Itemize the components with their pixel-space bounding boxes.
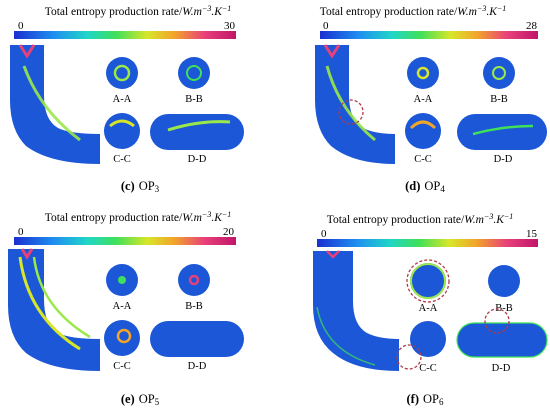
- inlet-hotspot: [323, 44, 341, 59]
- colorbar-min-label: 0: [321, 228, 327, 240]
- section-a-a-disc: [106, 57, 138, 89]
- entropy-streak: [22, 65, 81, 142]
- section-b-b-hotspot: [186, 65, 202, 81]
- colorbar-min-label: 0: [18, 226, 24, 238]
- circle-marker: [406, 259, 450, 303]
- inlet-hotspot: [326, 250, 340, 259]
- section-a-a-hotspot: [113, 64, 131, 82]
- section-label-b-b: B-B: [495, 303, 513, 314]
- section-label-a-a: A-A: [419, 303, 438, 314]
- colorbar-title: Total entropy production rate/W.m−3.K−1: [45, 4, 232, 18]
- section-c-c-disc: [104, 113, 140, 149]
- panel-graphic: Total entropy production rate/W.m−3.K−1 …: [10, 4, 244, 194]
- section-c-c-hotspot: [116, 328, 132, 344]
- section-c-c-hotspot: [409, 120, 437, 130]
- circle-marker: [396, 344, 422, 370]
- section-d-d-hotspot: [472, 124, 534, 136]
- inlet-hotspot: [20, 248, 34, 260]
- colorbar-title: Total entropy production rate/W.m−3.K−1: [320, 4, 507, 18]
- section-d-d-shape: [150, 321, 244, 357]
- colorbar-title: Total entropy production rate/W.m−3.K−1: [45, 210, 232, 224]
- panel-graphic: Total entropy production rate/W.m−3.K−1 …: [315, 4, 547, 194]
- circle-marker: [338, 99, 364, 125]
- section-d-d-shape: [456, 322, 548, 358]
- section-label-c-c: C-C: [414, 154, 432, 165]
- section-label-b-b: B-B: [185, 94, 203, 105]
- section-c-c-hotspot: [109, 119, 135, 128]
- section-a-a-hotspot: [416, 66, 430, 80]
- colorbar: [320, 31, 538, 39]
- elbow-pipe-contour: [8, 249, 100, 371]
- colorbar: [14, 31, 236, 39]
- elbow-pipe-contour: [10, 45, 100, 164]
- section-label-c-c: C-C: [113, 361, 131, 372]
- section-label-a-a: A-A: [414, 94, 433, 105]
- entropy-streak: [18, 256, 81, 351]
- panel-op4: Total entropy production rate/W.m−3.K−1 …: [275, 0, 550, 207]
- section-label-d-d: D-D: [188, 361, 207, 372]
- section-c-c-disc: [410, 321, 446, 357]
- section-a-a-disc: [410, 263, 446, 299]
- section-c-c-disc: [104, 320, 140, 356]
- entropy-streak-2: [32, 256, 91, 339]
- section-b-b-hotspot: [492, 66, 506, 80]
- panel-graphic: Total entropy production rate/W.m−3.K−1 …: [8, 210, 244, 407]
- section-d-d-shape: [457, 114, 547, 150]
- panel-op5: Total entropy production rate/W.m−3.K−1 …: [0, 207, 275, 414]
- section-label-c-c: C-C: [419, 363, 437, 374]
- section-b-b-hotspot: [188, 274, 200, 286]
- colorbar-max-label: 15: [526, 228, 538, 240]
- section-c-c-disc: [405, 113, 441, 149]
- circle-marker: [484, 308, 510, 334]
- panel-op3: Total entropy production rate/W.m−3.K−1 …: [0, 0, 275, 207]
- section-label-d-d: D-D: [494, 154, 513, 165]
- elbow-pipe-contour: [315, 45, 395, 164]
- colorbar-max-label: 28: [526, 20, 538, 32]
- panel-caption: (d) OP4: [405, 179, 445, 194]
- section-a-a-hotspot: [118, 276, 126, 284]
- section-a-a-hotspot: [410, 263, 446, 299]
- colorbar-max-label: 30: [224, 20, 236, 32]
- colorbar: [317, 239, 538, 247]
- section-label-d-d: D-D: [188, 154, 207, 165]
- colorbar: [14, 237, 236, 245]
- section-label-c-c: C-C: [113, 154, 131, 165]
- panel-caption: (c) OP3: [121, 179, 160, 194]
- entropy-streak: [325, 65, 376, 142]
- inlet-hotspot: [18, 44, 36, 59]
- panel-op6: Total entropy production rate/W.m−3.K−1 …: [275, 207, 550, 414]
- panel-caption: (f) OP6: [407, 392, 444, 407]
- section-b-b-disc: [483, 57, 515, 89]
- elbow-pipe-contour: [313, 251, 399, 371]
- entropy-streak: [316, 306, 376, 366]
- colorbar-min-label: 0: [18, 20, 24, 32]
- colorbar-max-label: 20: [223, 226, 235, 238]
- section-label-b-b: B-B: [490, 94, 508, 105]
- section-b-b-disc: [488, 265, 520, 297]
- section-d-d-hotspot: [167, 120, 231, 132]
- section-label-a-a: A-A: [113, 301, 132, 312]
- colorbar-title: Total entropy production rate/W.m−3.K−1: [327, 212, 514, 226]
- panel-graphic: Total entropy production rate/W.m−3.K−1 …: [313, 212, 548, 407]
- section-a-a-disc: [407, 57, 439, 89]
- section-label-d-d: D-D: [492, 363, 511, 374]
- section-b-b-disc: [178, 57, 210, 89]
- section-b-b-disc: [178, 264, 210, 296]
- panel-caption: (e) OP5: [121, 392, 160, 407]
- colorbar-min-label: 0: [323, 20, 329, 32]
- section-d-d-shape: [150, 114, 244, 150]
- section-label-a-a: A-A: [113, 94, 132, 105]
- section-label-b-b: B-B: [185, 301, 203, 312]
